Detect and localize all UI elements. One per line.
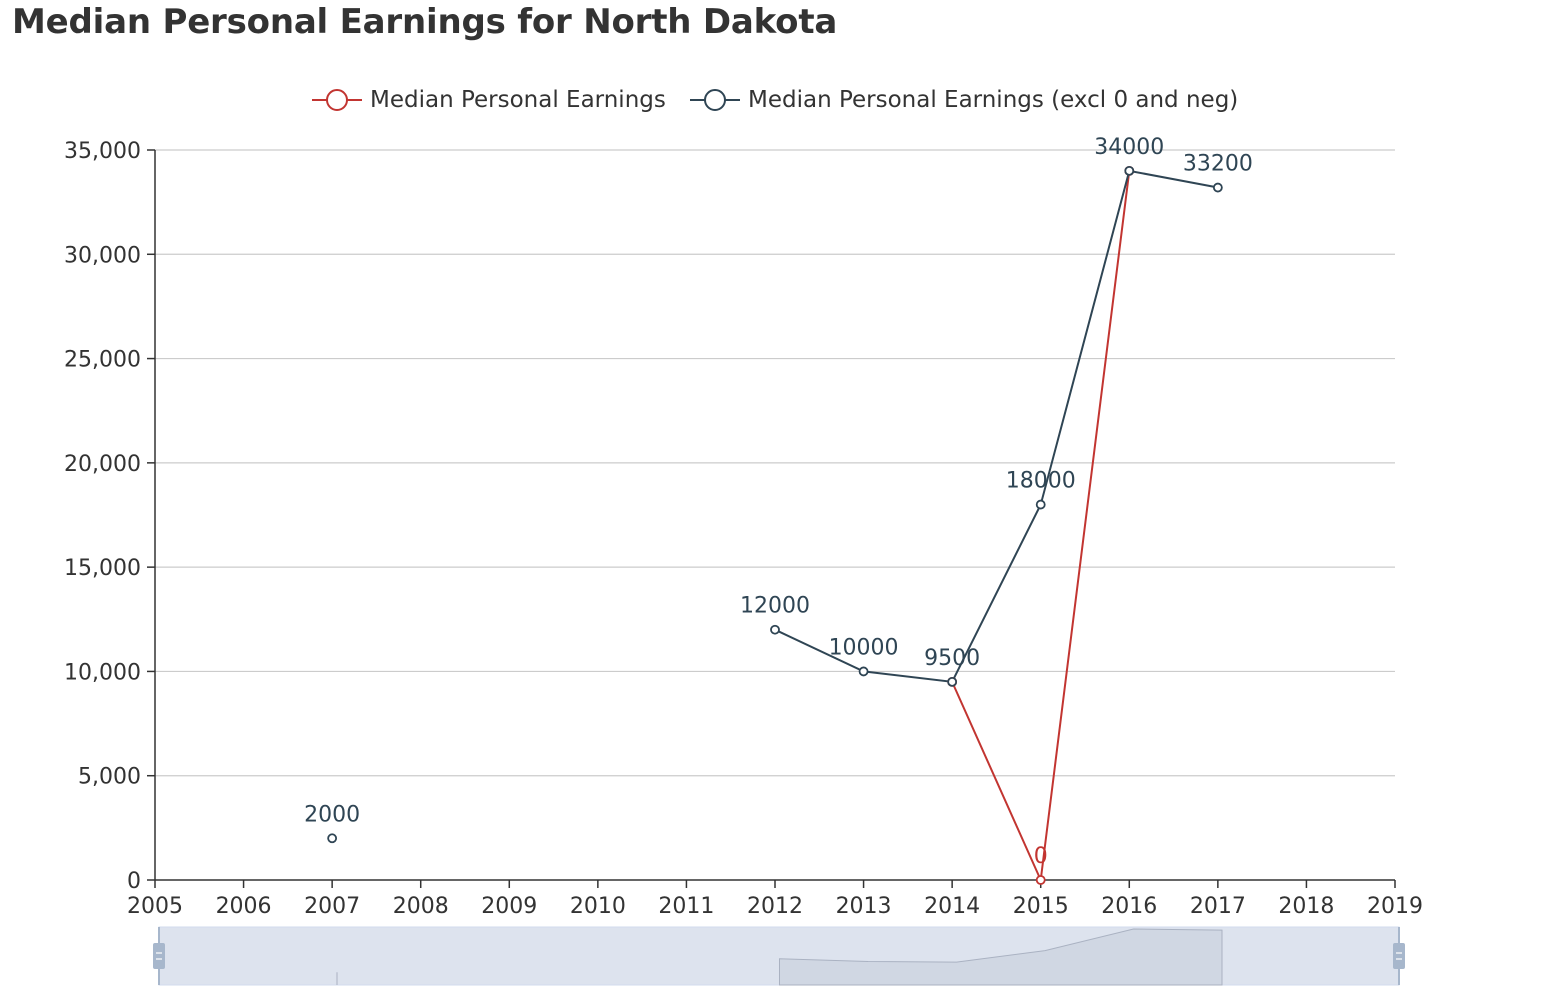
data-zoom-slider bbox=[153, 926, 1405, 986]
data-label: 33200 bbox=[1183, 152, 1253, 177]
data-point[interactable] bbox=[1035, 499, 1046, 510]
data-point[interactable] bbox=[858, 666, 869, 677]
x-tick-label: 2012 bbox=[747, 894, 803, 919]
x-tick-label: 2010 bbox=[570, 894, 626, 919]
x-axis: 2005 2006 2007 2008 2009 2010 2011 2012 2013 2014… bbox=[127, 879, 1423, 919]
zoom-handle-right[interactable] bbox=[1393, 943, 1405, 969]
x-tick-label: 2007 bbox=[304, 894, 360, 919]
legend-item-median-personal-earnings[interactable]: Median Personal Earnings bbox=[312, 80, 666, 120]
data-label: 12000 bbox=[740, 594, 810, 619]
data-label: 2000 bbox=[304, 802, 360, 827]
zoom-handle-left[interactable] bbox=[153, 943, 165, 969]
series-layer bbox=[327, 165, 1223, 885]
y-tick-label: 5,000 bbox=[78, 765, 141, 790]
data-point[interactable] bbox=[327, 833, 338, 844]
series-line-0 bbox=[951, 170, 1131, 884]
data-point[interactable] bbox=[1124, 165, 1135, 176]
x-tick-label: 2018 bbox=[1278, 894, 1334, 919]
x-tick-label: 2011 bbox=[658, 894, 714, 919]
x-tick-label: 2009 bbox=[481, 894, 537, 919]
series-line-1 bbox=[774, 169, 1219, 683]
x-tick-label: 2006 bbox=[216, 894, 272, 919]
legend-symbol-circle-icon bbox=[690, 89, 740, 111]
y-tick-label: 10,000 bbox=[64, 660, 141, 685]
legend-label: Median Personal Earnings bbox=[370, 87, 666, 113]
y-tick-label: 35,000 bbox=[64, 139, 141, 164]
data-label: 10000 bbox=[829, 635, 899, 660]
legend-label: Median Personal Earnings (excl 0 and neg… bbox=[748, 87, 1239, 113]
legend: Median Personal Earnings Median Personal… bbox=[0, 80, 1550, 120]
data-label: 0 bbox=[1034, 844, 1048, 869]
y-tick-label: 15,000 bbox=[64, 556, 141, 581]
data-point[interactable] bbox=[1035, 875, 1046, 885]
x-tick-label: 2013 bbox=[836, 894, 892, 919]
y-tick-label: 20,000 bbox=[64, 452, 141, 477]
y-tick-label: 30,000 bbox=[64, 243, 141, 268]
x-tick-label: 2017 bbox=[1190, 894, 1246, 919]
x-tick-label: 2005 bbox=[127, 894, 183, 919]
x-tick-label: 2015 bbox=[1013, 894, 1069, 919]
data-point[interactable] bbox=[770, 624, 780, 635]
y-tick-label: 25,000 bbox=[64, 348, 141, 373]
zoom-preview-area bbox=[779, 928, 1223, 986]
x-tick-label: 2016 bbox=[1101, 894, 1157, 919]
grid-lines bbox=[155, 149, 1395, 777]
x-tick-label: 2008 bbox=[393, 894, 449, 919]
legend-symbol-circle-icon bbox=[312, 89, 362, 111]
legend-item-median-personal-earnings-excl[interactable]: Median Personal Earnings (excl 0 and neg… bbox=[690, 80, 1238, 120]
data-point[interactable] bbox=[947, 676, 958, 687]
data-label: 34000 bbox=[1094, 135, 1164, 160]
x-tick-label: 2014 bbox=[924, 894, 980, 919]
chart-title: Median Personal Earnings for North Dakot… bbox=[12, 2, 838, 42]
data-labels-layer: 0 2000 12000 10000 9500 18000 34000 33200 bbox=[304, 135, 1253, 869]
data-label: 18000 bbox=[1006, 469, 1076, 494]
y-tick-label: 0 bbox=[127, 869, 141, 894]
y-axis: 0 5,000 10,000 15,000 20,000 25,000 30,000 35,0… bbox=[64, 139, 156, 894]
data-label: 9500 bbox=[924, 646, 980, 671]
data-point[interactable] bbox=[1212, 182, 1223, 193]
x-tick-label: 2019 bbox=[1367, 894, 1423, 919]
